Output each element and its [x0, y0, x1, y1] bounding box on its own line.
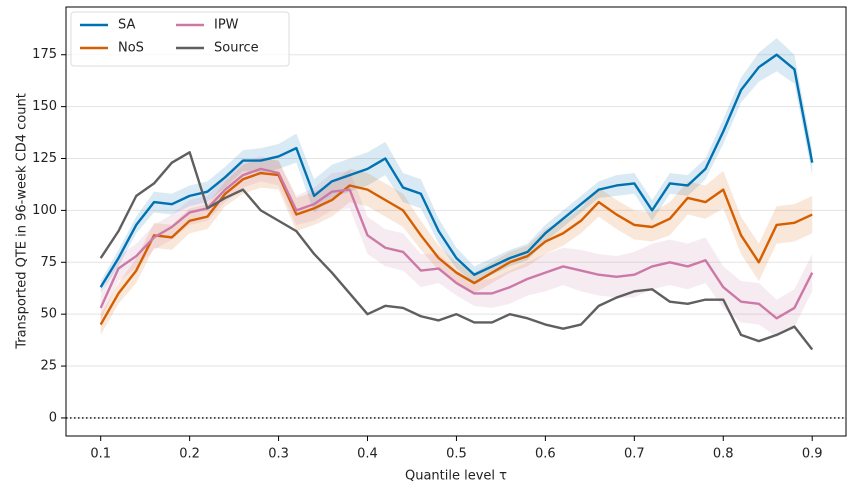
y-tick-label: 175: [32, 47, 57, 62]
legend-box: [70, 11, 290, 67]
series-line: [99, 53, 814, 288]
x-tick-label: 0.6: [535, 447, 556, 462]
x-tick-label: 0.5: [446, 447, 467, 462]
y-tick-label: 50: [40, 307, 57, 322]
x-tick-label: 0.1: [90, 447, 111, 462]
x-tick-label: 0.8: [713, 447, 734, 462]
x-tick-label: 0.4: [357, 447, 378, 462]
y-tick-label: 100: [32, 203, 57, 218]
legend-label: Source: [214, 41, 259, 56]
legend-label: IPW: [214, 18, 239, 33]
x-tick-label: 0.9: [802, 447, 823, 462]
legend-label: NoS: [118, 41, 144, 56]
series-line: [99, 151, 814, 351]
y-tick-label: 0: [49, 410, 57, 425]
series-line: [99, 167, 814, 320]
y-tick-label: 25: [40, 359, 57, 374]
y-tick-label: 125: [32, 151, 57, 166]
x-tick-label: 0.3: [268, 447, 289, 462]
x-axis-label: Quantile level τ: [405, 469, 507, 484]
x-tick-label: 0.2: [179, 447, 200, 462]
y-axis-label: Transported QTE in 96-week CD4 count: [15, 93, 30, 350]
x-tick-label: 0.7: [624, 447, 645, 462]
confidence-band: [100, 38, 813, 294]
legend-label: SA: [118, 18, 135, 33]
y-tick-label: 75: [40, 255, 57, 270]
y-tick-label: 150: [32, 99, 57, 114]
plot-frame: [65, 6, 847, 437]
